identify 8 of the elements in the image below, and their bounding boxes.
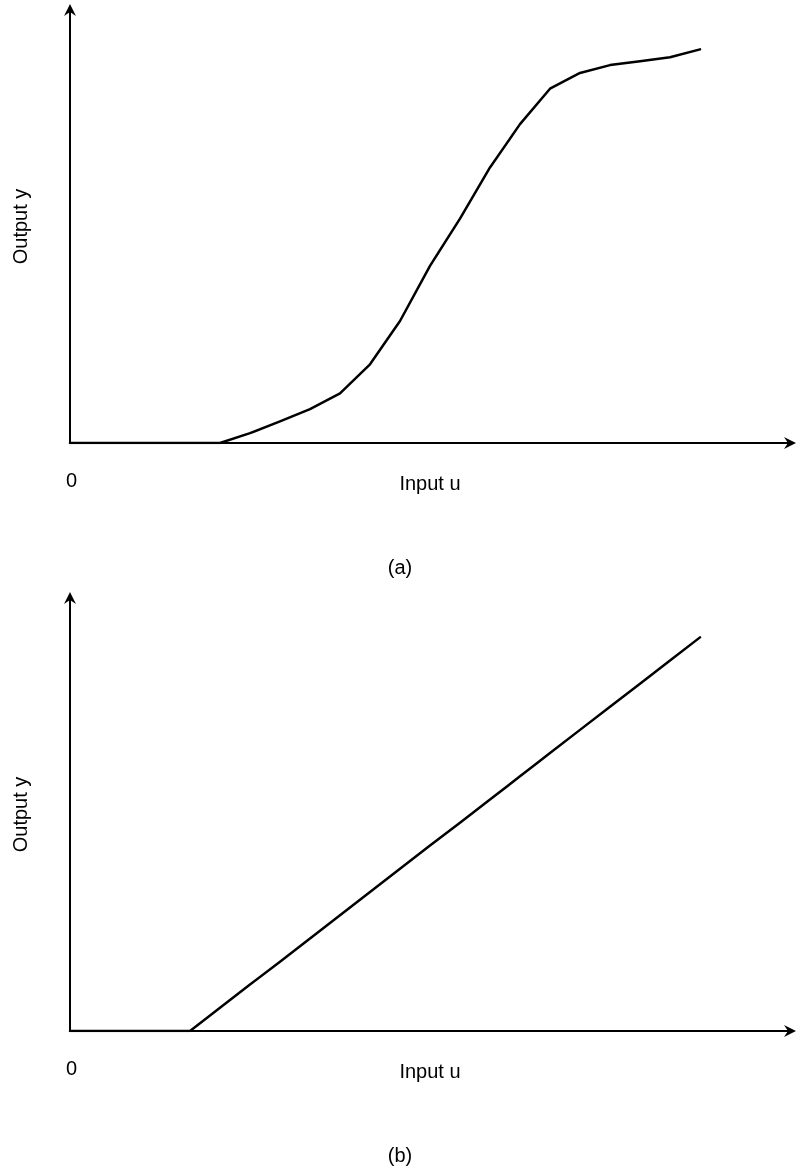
y-axis-title: Output y [9,188,31,265]
y-axis-title: Output y [9,776,31,853]
text: 0 [66,1057,78,1079]
text: (b) [387,1144,413,1166]
x-axis-title: Input u [399,472,461,494]
x-axis-title: Input u [399,1060,461,1082]
text: (a) [387,556,413,578]
text: 0 [66,469,78,491]
